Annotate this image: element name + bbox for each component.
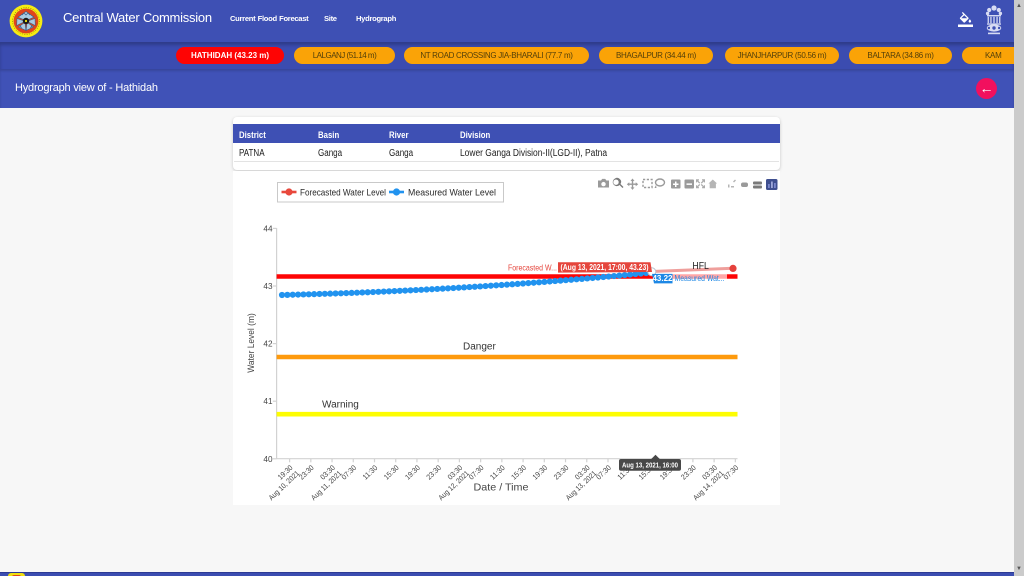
svg-text:41: 41 <box>263 397 273 406</box>
svg-text:43.22: 43.22 <box>652 274 673 283</box>
svg-text:42: 42 <box>263 340 273 349</box>
svg-text:43: 43 <box>263 282 273 291</box>
svg-text:Water Level (m): Water Level (m) <box>246 313 257 373</box>
svg-text:(Aug 13, 2021, 17:00, 43.23): (Aug 13, 2021, 17:00, 43.23) <box>561 263 649 272</box>
svg-text:Warning: Warning <box>322 400 359 411</box>
svg-text:HFL: HFL <box>692 261 709 272</box>
svg-text:Measured Water Level: Measured Water Level <box>408 187 496 198</box>
svg-text:40: 40 <box>263 455 273 464</box>
svg-text:Measured Wat...: Measured Wat... <box>675 273 725 283</box>
svg-text:Aug 13, 2021, 16:00: Aug 13, 2021, 16:00 <box>622 461 678 470</box>
svg-text:Forecasted Water Level: Forecasted Water Level <box>300 187 386 198</box>
svg-text:Date / Time: Date / Time <box>474 482 529 494</box>
svg-text:Forecasted W...: Forecasted W... <box>508 262 557 272</box>
svg-text:44: 44 <box>263 224 273 233</box>
svg-text:Danger: Danger <box>463 342 496 353</box>
